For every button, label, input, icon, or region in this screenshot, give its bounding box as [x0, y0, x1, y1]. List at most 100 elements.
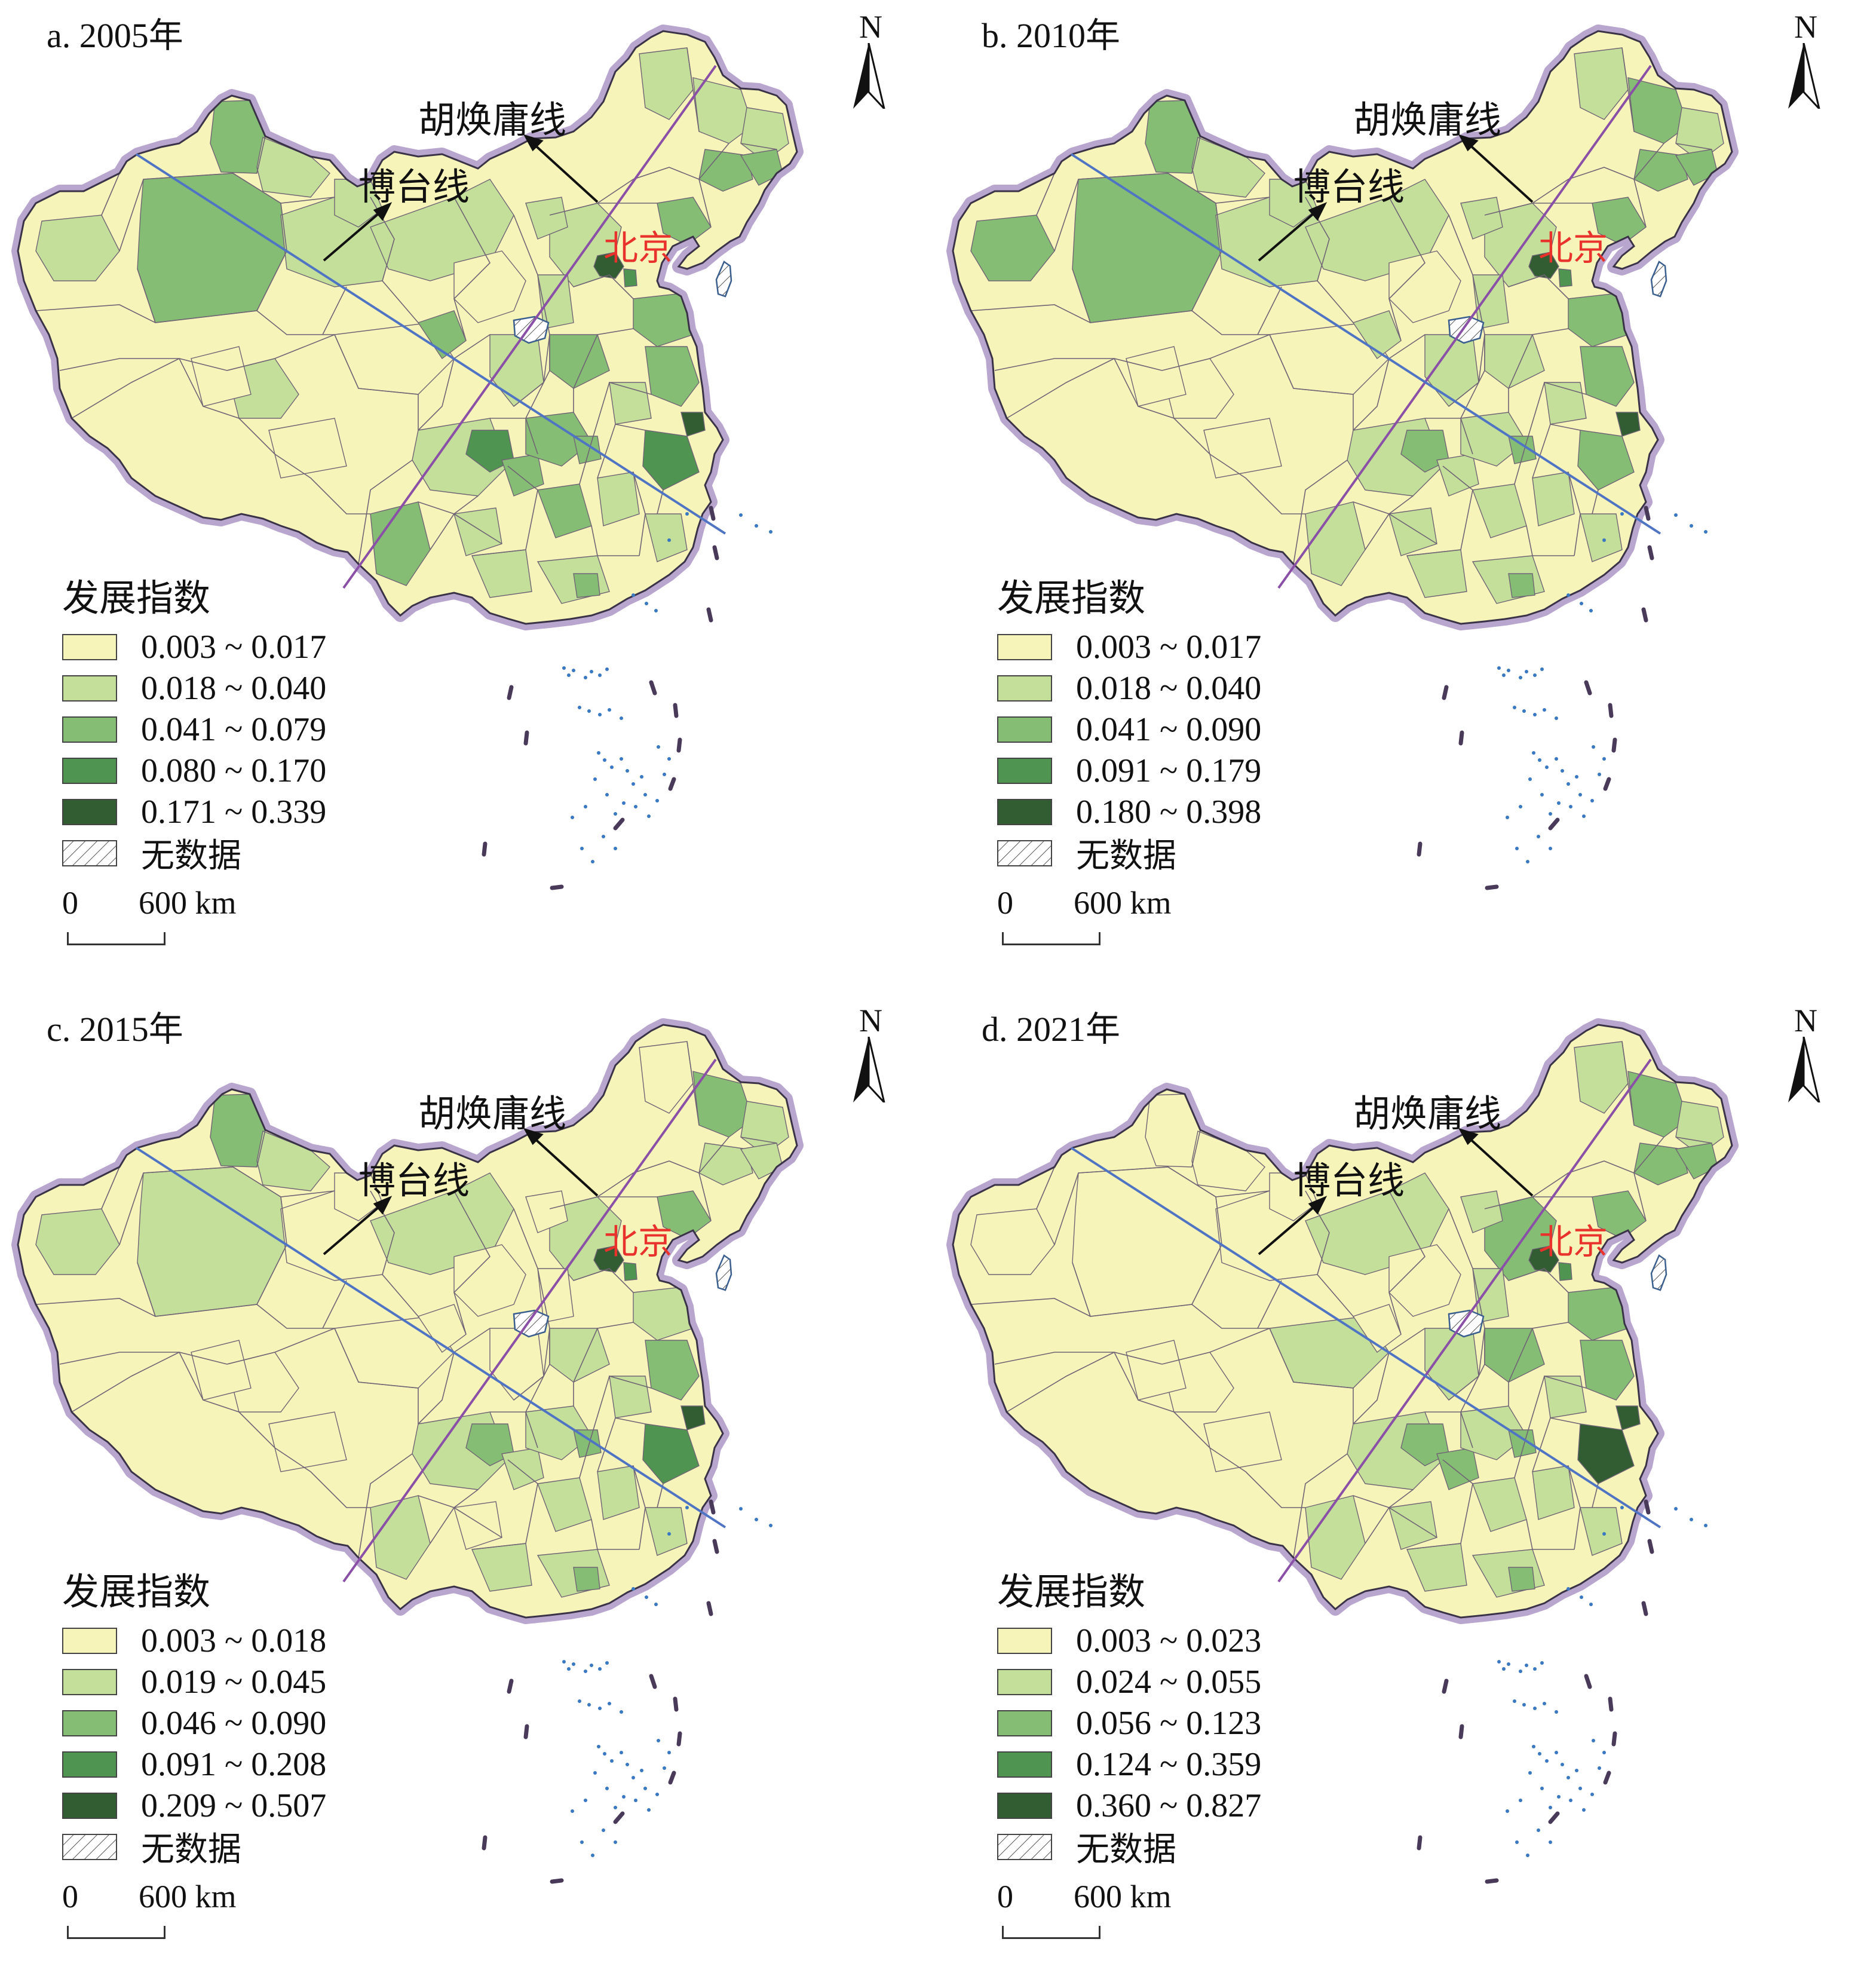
island-dot: [663, 1766, 666, 1770]
island-dot: [1528, 777, 1532, 781]
boundary-dash: [1584, 680, 1592, 696]
island-dot: [1602, 1532, 1606, 1536]
island-dot: [1497, 1660, 1501, 1664]
region-shanghai: [680, 412, 706, 437]
island-dot: [647, 1808, 651, 1812]
boundary-dash: [1417, 841, 1423, 857]
legend-row: 0.024 ~ 0.055: [997, 1661, 1261, 1702]
boundary-line: [597, 167, 700, 204]
island-dot: [567, 673, 571, 677]
boundary-line: [1508, 1268, 1569, 1293]
boundary-dash: [1548, 1811, 1560, 1824]
boundary-line: [579, 1435, 592, 1478]
taiwan-no-data: [1650, 1254, 1667, 1291]
boundary-line: [573, 1268, 634, 1293]
botai-line-label: 博台线: [358, 1159, 470, 1202]
hu-line-label: 胡焕庸线: [418, 98, 567, 142]
boundary-line: [579, 442, 592, 485]
island-dot: [598, 673, 602, 677]
country-outline: [17, 30, 798, 625]
island-dot: [620, 757, 623, 761]
island-dot: [602, 835, 605, 838]
legend-range-label: 0.003 ~ 0.017: [1076, 628, 1262, 666]
scale-zero: 0: [62, 885, 78, 921]
island-dot: [1549, 1806, 1552, 1809]
boundary-line: [137, 268, 335, 335]
scale-bar: 0 600 km: [62, 884, 237, 950]
region-jiangsu: [1580, 1340, 1635, 1401]
label-arrows: [323, 1128, 599, 1255]
taiwan-no-data: [715, 261, 732, 298]
region-anhui: [609, 382, 652, 425]
island-dot: [1513, 706, 1516, 709]
boundary-line: [179, 1352, 370, 1508]
island-dot: [598, 1667, 602, 1671]
hatch-pattern-icon: [997, 1833, 1052, 1860]
boundary-line: [1532, 1417, 1581, 1472]
boundary-line: [1675, 143, 1712, 150]
island-dot: [685, 1506, 689, 1509]
boundary-line: [334, 1328, 419, 1424]
island-dot: [663, 773, 666, 776]
boundary-line: [573, 1322, 634, 1406]
boundary-line: [35, 304, 156, 323]
island-dot: [622, 801, 626, 805]
hatch-pattern-icon: [997, 840, 1052, 866]
boundary-line: [101, 1166, 120, 1209]
legend-range-label: 0.019 ~ 0.045: [141, 1663, 327, 1701]
map-panel-2010: b. 2010年 N 胡焕庸线 博台线 北京 发展指数 0.003 ~ 0.01…: [935, 0, 1870, 994]
legend-range-label: 0.003 ~ 0.017: [141, 628, 327, 666]
island-dot: [667, 757, 671, 761]
legend-row: 0.209 ~ 0.507: [62, 1785, 326, 1826]
legend-range-label: 0.171 ~ 0.339: [141, 793, 327, 831]
boundary-line: [453, 1190, 491, 1335]
boundary-dash: [1458, 1724, 1464, 1739]
region-hinggan: [1574, 1041, 1629, 1114]
island-dot: [1537, 1828, 1540, 1832]
legend-swatch: [62, 1710, 117, 1736]
boundary-line: [1054, 179, 1079, 252]
boundary-line: [119, 1172, 144, 1245]
boundary-line: [1425, 418, 1473, 455]
boundary-line: [591, 525, 639, 556]
china-map: [946, 1018, 1739, 1884]
boundary-line: [994, 1352, 1114, 1365]
island-dot: [1690, 1518, 1693, 1521]
taiwan-no-data: [1650, 261, 1667, 298]
island-dot: [1526, 1854, 1529, 1857]
boundary-dash: [1647, 545, 1654, 560]
legend-row: 0.056 ~ 0.123: [997, 1702, 1261, 1744]
island-dot: [1620, 512, 1624, 516]
boundary-dash: [706, 607, 713, 623]
legend-range-label: 0.041 ~ 0.079: [141, 710, 327, 748]
hu-huanyong-line: [342, 1058, 717, 1583]
island-dot: [1507, 669, 1510, 672]
island-dot: [605, 667, 609, 671]
region-liao: [1592, 1190, 1647, 1239]
boundary-line: [322, 1280, 347, 1329]
boundary-dash: [706, 1601, 713, 1616]
region-beijing: [593, 1245, 624, 1273]
boundary-dash: [1641, 1601, 1648, 1616]
no-data-label: 无数据: [141, 1830, 241, 1869]
boundary-line: [1406, 489, 1473, 556]
country-outline: [952, 1024, 1733, 1619]
boundary-line: [1161, 1328, 1270, 1365]
scale-bar: 0 600 km: [997, 884, 1172, 950]
legend-row: 0.171 ~ 0.339: [62, 791, 326, 832]
boundary-line: [1532, 167, 1635, 204]
botai-line-label: 博台线: [1293, 165, 1405, 209]
boundary-line: [1526, 1519, 1574, 1550]
boundary-line: [358, 460, 413, 565]
boundary-dash: [1485, 884, 1499, 890]
legend-row: 0.041 ~ 0.090: [997, 709, 1261, 750]
island-dot: [1522, 1703, 1526, 1707]
hatch-pattern-icon: [62, 840, 117, 866]
boundary-line: [1388, 1190, 1426, 1335]
legend-range-label: 0.124 ~ 0.359: [1076, 1745, 1262, 1783]
island-dot: [1540, 1787, 1544, 1790]
island-dot: [591, 1854, 594, 1857]
island-dot: [614, 847, 617, 850]
island-dot: [640, 1769, 643, 1772]
boundary-dash: [1641, 607, 1648, 623]
